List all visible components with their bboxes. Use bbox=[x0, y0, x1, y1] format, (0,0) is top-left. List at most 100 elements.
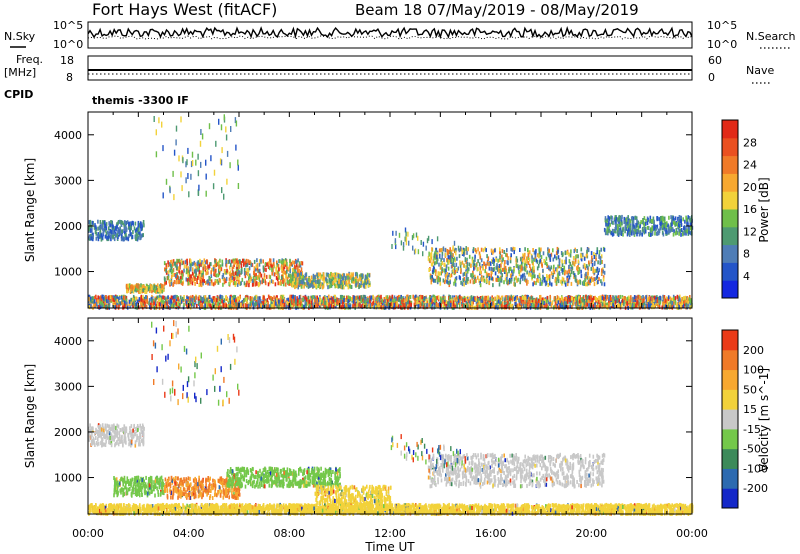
data-cell bbox=[117, 228, 120, 233]
data-cell bbox=[520, 274, 522, 279]
data-cell bbox=[501, 297, 504, 302]
data-cell bbox=[406, 300, 409, 305]
data-cell bbox=[273, 272, 276, 277]
data-cell bbox=[231, 300, 233, 305]
data-cell bbox=[180, 259, 183, 264]
data-cell bbox=[455, 295, 457, 300]
data-cell bbox=[480, 305, 483, 310]
data-cell bbox=[223, 270, 226, 275]
data-cell bbox=[287, 280, 290, 285]
data-cell bbox=[480, 302, 483, 307]
data-cell bbox=[109, 295, 112, 299]
data-cell bbox=[340, 285, 342, 290]
data-cell bbox=[441, 269, 443, 274]
data-cell bbox=[210, 297, 212, 302]
freq-unit: [MHz] bbox=[4, 66, 36, 79]
data-cell bbox=[590, 276, 593, 281]
data-cell bbox=[555, 256, 558, 261]
data-cell bbox=[333, 282, 336, 287]
data-cell bbox=[377, 294, 379, 299]
data-cell bbox=[661, 301, 664, 306]
data-cell bbox=[93, 225, 96, 230]
data-cell bbox=[168, 279, 171, 284]
data-cell bbox=[234, 281, 236, 285]
data-cell bbox=[230, 262, 232, 267]
data-cell bbox=[578, 299, 581, 304]
data-cell bbox=[440, 299, 443, 304]
data-cell bbox=[135, 296, 137, 301]
data-cell bbox=[555, 301, 557, 306]
data-cell bbox=[90, 299, 93, 303]
data-cell bbox=[338, 284, 341, 288]
data-cell bbox=[492, 304, 495, 309]
data-cell bbox=[200, 300, 202, 305]
data-cell bbox=[186, 261, 189, 266]
data-cell bbox=[101, 294, 103, 299]
data-cell bbox=[548, 277, 551, 282]
data-cell bbox=[368, 297, 371, 302]
data-cell bbox=[314, 303, 317, 308]
data-cell bbox=[177, 302, 180, 306]
data-cell bbox=[561, 276, 564, 281]
data-cell bbox=[358, 295, 361, 300]
data-cell bbox=[336, 297, 339, 302]
data-cell bbox=[192, 262, 194, 267]
data-cell bbox=[487, 295, 489, 300]
data-cell bbox=[672, 301, 675, 306]
data-cell bbox=[614, 304, 617, 309]
data-cell bbox=[564, 300, 566, 305]
data-cell bbox=[568, 252, 570, 257]
data-cell bbox=[186, 278, 189, 283]
data-cell bbox=[362, 283, 365, 288]
data-cell bbox=[466, 266, 468, 271]
data-cell bbox=[340, 305, 343, 310]
data-cell bbox=[347, 275, 349, 280]
data-cell bbox=[330, 276, 332, 281]
data-cell bbox=[587, 299, 590, 303]
data-cell bbox=[437, 295, 440, 300]
data-cell bbox=[200, 262, 202, 267]
data-cell bbox=[328, 277, 331, 282]
data-cell bbox=[501, 254, 503, 259]
data-cell bbox=[262, 279, 265, 284]
data-cell bbox=[243, 271, 246, 276]
nsky-tick-hi: 10^5 bbox=[53, 19, 83, 32]
data-cell bbox=[564, 269, 567, 274]
data-cell bbox=[430, 305, 433, 310]
data-cell bbox=[242, 303, 245, 308]
data-cell bbox=[308, 299, 310, 304]
data-cell bbox=[298, 299, 301, 304]
data-cell bbox=[502, 305, 504, 310]
data-cell bbox=[125, 228, 128, 232]
data-cell bbox=[609, 297, 611, 302]
data-cell bbox=[468, 303, 470, 308]
data-cell bbox=[240, 261, 243, 265]
data-cell bbox=[200, 272, 202, 277]
data-cell bbox=[463, 271, 466, 276]
data-cell bbox=[202, 275, 205, 280]
data-cell bbox=[159, 297, 161, 302]
data-cell bbox=[606, 305, 608, 310]
data-cell bbox=[448, 300, 451, 305]
data-cell bbox=[134, 287, 136, 292]
data-cell bbox=[183, 295, 185, 299]
data-cell bbox=[298, 273, 301, 278]
data-cell bbox=[603, 302, 606, 306]
data-cell bbox=[378, 305, 380, 310]
data-cell bbox=[524, 259, 526, 264]
data-cell bbox=[100, 237, 103, 242]
data-cell bbox=[400, 294, 402, 299]
data-cell bbox=[355, 279, 357, 283]
data-cell bbox=[134, 228, 137, 233]
data-cell bbox=[92, 300, 95, 305]
data-cell bbox=[533, 280, 535, 285]
data-cell bbox=[233, 294, 236, 299]
data-cell bbox=[368, 273, 371, 278]
data-cell bbox=[345, 302, 348, 307]
data-cell bbox=[656, 299, 659, 304]
data-cell bbox=[159, 284, 161, 289]
data-cell bbox=[451, 303, 453, 308]
data-cell bbox=[298, 261, 301, 266]
data-cell bbox=[539, 253, 541, 258]
data-cell bbox=[674, 301, 677, 306]
